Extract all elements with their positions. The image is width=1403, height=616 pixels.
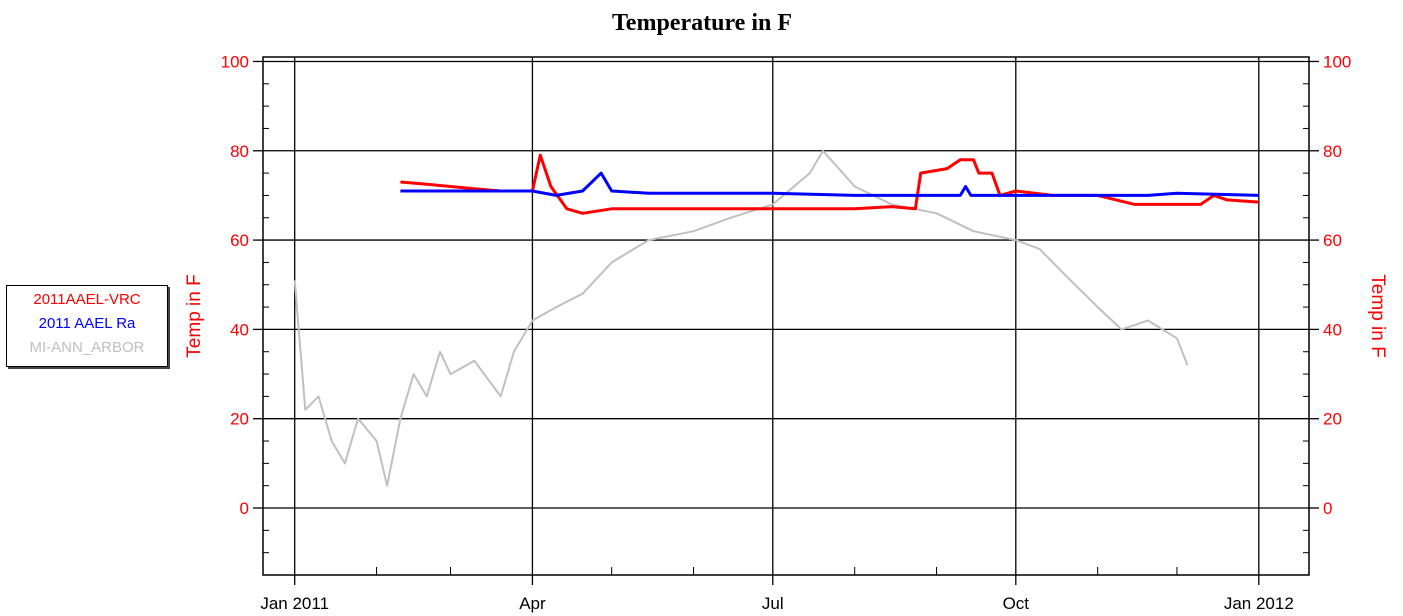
tick-marks bbox=[253, 60, 1319, 585]
series-line-vrc bbox=[400, 153, 1259, 215]
y-tick-label-right: 60 bbox=[1323, 231, 1342, 250]
legend-label-ann-arbor: MI-ANN_ARBOR bbox=[29, 339, 145, 356]
y-tick-label-right: 20 bbox=[1323, 410, 1342, 429]
legend-item-vrc: 2011AAEL-VRC bbox=[7, 291, 167, 308]
y-tick-label-left: 60 bbox=[230, 231, 249, 250]
x-tick-label: Jan 2011 bbox=[260, 594, 329, 613]
x-tick-label: Jul bbox=[762, 594, 784, 613]
y-axis-right: 0 20 40 60 80 100 bbox=[1323, 52, 1351, 518]
legend-label-vrc: 2011AAEL-VRC bbox=[33, 291, 141, 308]
series-line-ra bbox=[400, 171, 1259, 197]
chart-title: Temperature in F bbox=[612, 10, 792, 36]
y-tick-label-right: 40 bbox=[1323, 320, 1342, 339]
legend: 2011AAEL-VRC 2011 AAEL Ra MI-ANN_ARBOR bbox=[6, 285, 168, 367]
x-axis: Jan 2011 Apr Jul Oct Jan 2012 bbox=[260, 594, 1293, 613]
series-layer bbox=[293, 149, 1259, 487]
legend-item-ann-arbor: MI-ANN_ARBOR bbox=[7, 339, 167, 356]
x-tick-label: Jan 2012 bbox=[1224, 594, 1294, 613]
legend-item-ra: 2011 AAEL Ra bbox=[7, 315, 167, 332]
y-tick-label-left: 40 bbox=[230, 320, 249, 339]
legend-label-ra: 2011 AAEL Ra bbox=[38, 315, 136, 332]
x-tick-label: Apr bbox=[519, 594, 546, 613]
y-axis-left: 0 20 40 60 80 100 bbox=[221, 52, 249, 518]
y-tick-label-left: 80 bbox=[230, 142, 249, 161]
y-tick-label-left: 100 bbox=[221, 52, 249, 71]
y-tick-label-left: 0 bbox=[240, 499, 249, 518]
y-tick-label-right: 80 bbox=[1323, 142, 1342, 161]
series-line-ann-arbor bbox=[293, 149, 1189, 487]
grid-lines bbox=[263, 57, 1309, 575]
y-tick-label-right: 100 bbox=[1323, 52, 1351, 71]
y-axis-left-title: Temp in F bbox=[184, 274, 205, 357]
y-tick-label-right: 0 bbox=[1323, 499, 1332, 518]
x-tick-label: Oct bbox=[1003, 594, 1030, 613]
plot-area bbox=[262, 56, 1310, 576]
y-axis-right-title: Temp in F bbox=[1367, 274, 1388, 357]
y-tick-label-left: 20 bbox=[230, 410, 249, 429]
